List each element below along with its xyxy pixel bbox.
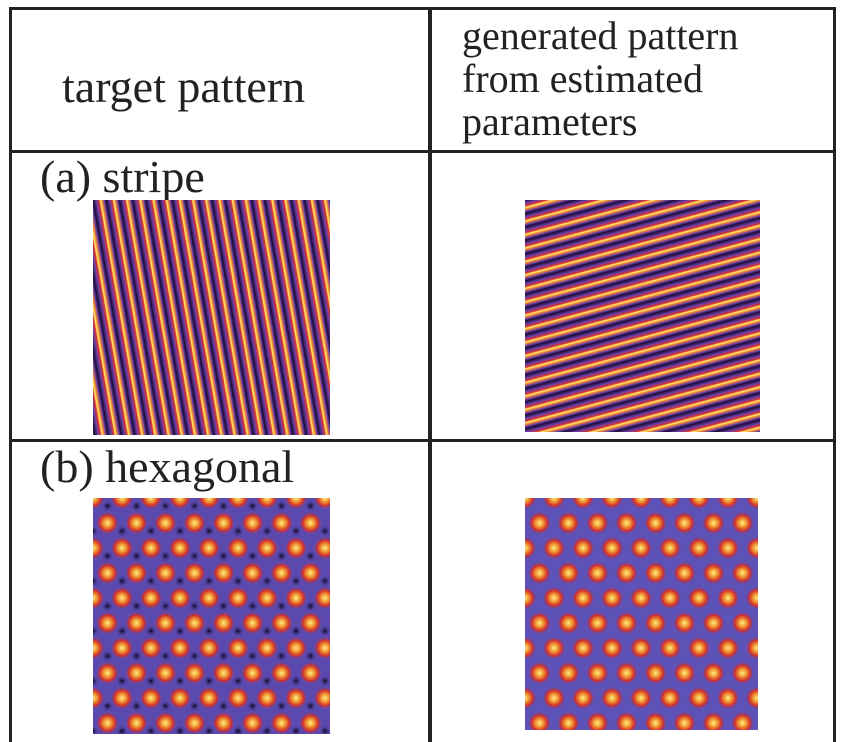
row-label: (a) stripe [40, 151, 205, 202]
hexagonal-generated-image [525, 498, 758, 730]
header-cell: generated pattern from estimated paramet… [462, 13, 739, 144]
stripe-target-image [93, 200, 330, 435]
table-border [9, 7, 12, 742]
table-border [833, 7, 836, 742]
hexagonal-target-image [93, 498, 330, 734]
header-cell: target pattern [62, 61, 306, 112]
row-label: (b) hexagonal [40, 441, 295, 492]
table-border [9, 7, 836, 10]
table-border [9, 439, 836, 442]
table-border [428, 7, 432, 742]
table-border [9, 150, 836, 153]
stripe-generated-image [525, 200, 760, 432]
